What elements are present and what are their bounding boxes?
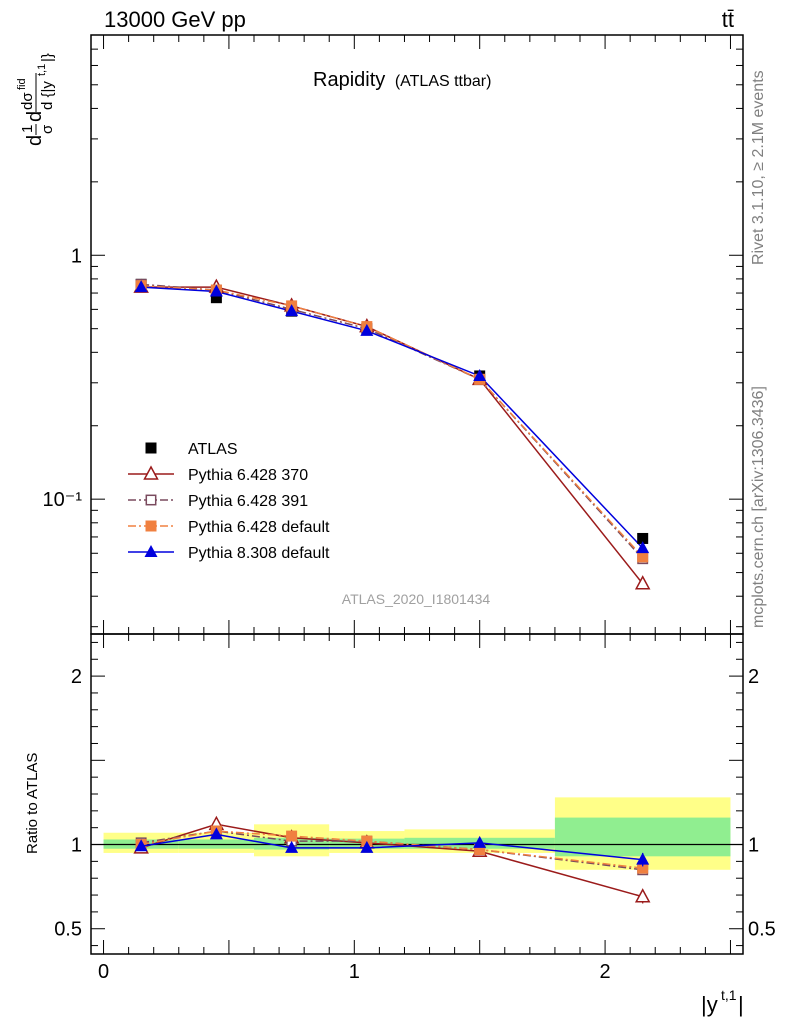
axes-ticks: 1 10⁻¹ 0.5 0.5 1 1 2 2 0 1 2 [43, 34, 776, 983]
top-series-point-4 [134, 280, 148, 293]
top-series-point-4 [473, 368, 487, 381]
top-series-point-0 [637, 532, 649, 544]
plot-title-main: Rapidity [313, 69, 385, 91]
svg-text:d: d [24, 111, 46, 122]
header-right-label: tt̄ [722, 7, 734, 32]
top-series-point-1 [634, 575, 651, 590]
legend-label-3: Pythia 6.428 default [188, 519, 330, 536]
ratio-y-tick-label: 2 [71, 666, 82, 688]
ratio-series-point-3 [209, 827, 223, 840]
ratio-series-point-0 [634, 888, 651, 903]
rivet-version-label: Rivet 3.1.10, ≥ 2.1M events [750, 70, 767, 265]
mcplots-reference-label: mcplots.cern.ch [arXiv:1306.3436] [750, 386, 767, 628]
x-tick-label: 0 [98, 961, 109, 983]
top-panel-series [133, 278, 651, 590]
legend-label-1: Pythia 6.428 370 [188, 467, 308, 484]
top-series-point-3 [637, 551, 649, 563]
top-series-point-4 [209, 284, 223, 297]
ratio-series-point-3 [285, 840, 299, 853]
svg-text:fid: fid [16, 78, 28, 90]
ratio-y-axis-title: Ratio to ATLAS [24, 753, 41, 854]
svg-text:|y: |y [701, 992, 718, 1017]
ratio-series-point-3 [473, 835, 487, 848]
ratio-y-tick-label-right: 2 [748, 666, 759, 688]
legend-label-0: ATLAS [188, 441, 238, 458]
svg-text:σ: σ [39, 124, 56, 134]
top-series-point-4 [636, 541, 650, 554]
svg-text:1: 1 [19, 125, 36, 133]
ratio-series-line-0 [140, 823, 643, 898]
top-series-line-4 [141, 286, 644, 549]
ratio-y-tick-label: 1 [71, 835, 82, 857]
svg-text:|}: |} [39, 53, 56, 62]
top-series-point-4 [360, 323, 374, 336]
svg-text:t,1: t,1 [721, 987, 737, 1003]
legend-marker-0 [145, 442, 157, 454]
plot-title-sub: (ATLAS ttbar) [395, 73, 492, 90]
x-tick-label: 1 [349, 961, 360, 983]
ratio-series-point-2 [286, 830, 298, 842]
legend-marker-4 [144, 545, 158, 557]
ratio-series-line-3 [141, 833, 643, 861]
ratio-y-tick-label: 0.5 [54, 919, 82, 941]
ratio-band-inner-5 [554, 817, 731, 857]
legend: ATLAS Pythia 6.428 370 Pythia 6.428 391 Pyt… [128, 441, 330, 562]
x-tick-label: 2 [600, 961, 611, 983]
legend-marker-2 [145, 494, 157, 506]
svg-text:t,1: t,1 [36, 64, 48, 76]
top-series-line-1 [141, 286, 644, 585]
svg-text:dσ: dσ [19, 92, 36, 110]
top-series-line-2 [141, 283, 644, 560]
legend-label-4: Pythia 8.308 default [188, 545, 330, 562]
ratio-panel-frame [90, 633, 744, 955]
top-y-axis-title: d 1 σ d dσ fid d {|y t,1 |} [16, 53, 56, 146]
top-series-point-0 [210, 292, 222, 304]
ratio-series-point-3 [636, 852, 650, 865]
ratio-series-point-2 [474, 844, 486, 856]
svg-text:|: | [738, 992, 744, 1017]
ratio-series-point-2 [637, 862, 649, 874]
top-y-tick-label: 10⁻¹ [43, 489, 83, 511]
legend-marker-3 [145, 520, 157, 532]
ratio-series-point-3 [360, 840, 374, 853]
svg-text:d {|y: d {|y [39, 81, 56, 110]
x-axis-title: |y t,1 | [701, 987, 744, 1017]
top-series-line-3 [141, 284, 644, 558]
top-series-point-4 [285, 304, 299, 317]
analysis-watermark: ATLAS_2020_I1801434 [342, 591, 491, 607]
ratio-y-tick-label-right: 0.5 [748, 919, 776, 941]
legend-marker-1 [143, 465, 159, 480]
plot-title: Rapidity (ATLAS ttbar) [313, 69, 491, 91]
top-y-tick-label: 1 [71, 245, 82, 267]
legend-label-2: Pythia 6.428 391 [188, 493, 308, 510]
ratio-series-point-3 [134, 839, 148, 852]
svg-text:d: d [24, 135, 46, 146]
header-left-label: 13000 GeV pp [104, 7, 246, 32]
ratio-y-tick-label-right: 1 [748, 835, 759, 857]
ratio-panel-series [133, 815, 651, 904]
